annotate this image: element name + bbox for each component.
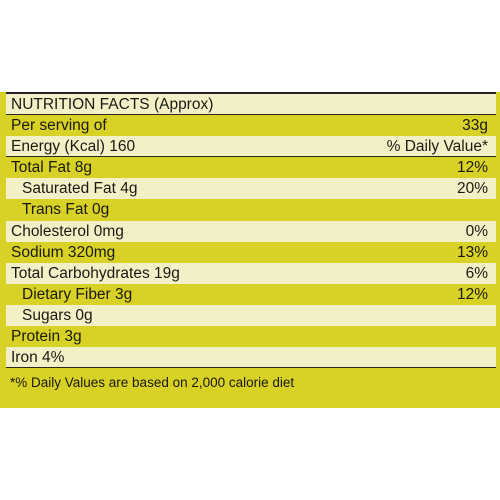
row-value: 0% <box>465 222 488 240</box>
row-value: 12% <box>456 285 488 303</box>
row-value: 12% <box>456 159 488 177</box>
row-label: Cholesterol 0mg <box>11 222 124 240</box>
table-row: Iron 4% <box>6 347 496 369</box>
table-row: Sugars 0g <box>6 304 496 327</box>
row-label: Sodium 320mg <box>11 243 116 261</box>
row-label: Total Carbohydrates 19g <box>11 264 180 282</box>
row-label: Iron 4% <box>11 349 65 367</box>
row-label: Saturated Fat 4g <box>22 180 138 198</box>
table-row: Per serving of 33g <box>6 115 496 137</box>
background-top <box>0 0 500 92</box>
table-row: Protein 3g <box>6 326 496 348</box>
table-row: Dietary Fiber 3g 12% <box>6 283 496 305</box>
table-row: Total Fat 8g 12% <box>6 157 496 179</box>
row-label: Protein 3g <box>11 328 82 346</box>
table-row: Saturated Fat 4g 20% <box>6 178 496 200</box>
row-label: Total Fat 8g <box>11 159 92 177</box>
row-value: 33g <box>462 117 488 135</box>
background-bottom <box>0 408 500 500</box>
header-row: NUTRITION FACTS (Approx) <box>6 94 496 116</box>
nutrition-table: NUTRITION FACTS (Approx) Per serving of … <box>6 92 496 369</box>
row-label: Energy (Kcal) 160 <box>11 138 136 156</box>
nutrition-header: NUTRITION FACTS (Approx) <box>11 96 214 113</box>
table-row: Sodium 320mg 13% <box>6 241 496 263</box>
row-value: 20% <box>456 180 488 198</box>
nutrition-panel: NUTRITION FACTS (Approx) Per serving of … <box>0 92 500 408</box>
table-row: Cholesterol 0mg 0% <box>6 220 496 242</box>
row-value: 6% <box>465 264 488 282</box>
table-row: Total Carbohydrates 19g 6% <box>6 262 496 284</box>
row-label: Trans Fat 0g <box>22 201 110 219</box>
daily-value-footnote: *% Daily Values are based on 2,000 calor… <box>10 375 295 390</box>
table-row: Energy (Kcal) 160 % Daily Value* <box>6 136 496 158</box>
row-label: Sugars 0g <box>22 306 93 324</box>
row-label: Per serving of <box>11 117 107 135</box>
row-value: % Daily Value* <box>386 138 488 156</box>
row-value: 13% <box>456 243 488 261</box>
table-row: Trans Fat 0g <box>6 199 496 221</box>
row-label: Dietary Fiber 3g <box>22 285 133 303</box>
